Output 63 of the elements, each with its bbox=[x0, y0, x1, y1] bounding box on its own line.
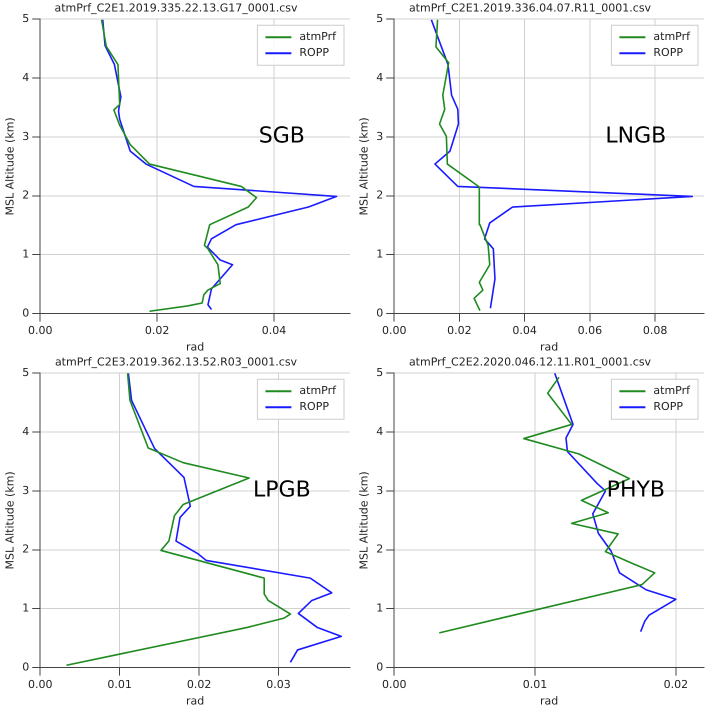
y-tick-label: 3 bbox=[22, 484, 30, 497]
legend-label: atmPrf bbox=[299, 384, 338, 398]
x-tick-label: 0.01 bbox=[107, 678, 132, 692]
legend-label: ROPP bbox=[299, 400, 330, 414]
y-tick-label: 1 bbox=[376, 248, 384, 261]
x-axis-title: rad bbox=[540, 694, 558, 708]
y-tick-label: 2 bbox=[22, 542, 30, 556]
x-axis-title: rad bbox=[186, 340, 204, 354]
legend-label: atmPrf bbox=[299, 30, 338, 44]
x-tick-label: 0.02 bbox=[144, 324, 170, 338]
x-tick-label: 0.02 bbox=[664, 678, 688, 692]
y-axis-title: MSL Altitude (km) bbox=[3, 471, 16, 570]
x-tick-label: 0.03 bbox=[266, 678, 291, 692]
annotation: SGB bbox=[258, 124, 305, 149]
y-axis-title: MSL Altitude (km) bbox=[357, 471, 370, 570]
x-tick-label: 0.00 bbox=[28, 678, 52, 692]
x-axis-title: rad bbox=[540, 340, 558, 354]
y-tick-label: 3 bbox=[376, 130, 384, 143]
y-tick-label: 0 bbox=[376, 306, 384, 320]
y-tick-label: 0 bbox=[22, 660, 30, 674]
x-tick-label: 0.00 bbox=[382, 678, 406, 692]
y-tick-label: 0 bbox=[22, 306, 30, 320]
annotation: LNGB bbox=[605, 124, 666, 149]
x-tick-label: 0.01 bbox=[522, 678, 548, 692]
y-tick-label: 4 bbox=[22, 70, 30, 84]
y-tick-label: 5 bbox=[376, 12, 384, 26]
y-tick-label: 5 bbox=[22, 12, 30, 26]
chart-title: atmPrf_C2E1.2019.336.04.07.R11_0001.csv bbox=[408, 1, 652, 14]
y-tick-label: 2 bbox=[376, 188, 384, 202]
x-tick-label: 0.08 bbox=[642, 324, 668, 338]
y-tick-label: 2 bbox=[376, 542, 384, 556]
legend-label: ROPP bbox=[653, 46, 684, 60]
y-tick-label: 3 bbox=[376, 484, 384, 497]
x-tick-label: 0.04 bbox=[512, 324, 537, 338]
annotation: LPGB bbox=[253, 478, 311, 503]
y-tick-label: 0 bbox=[376, 660, 384, 674]
y-tick-label: 5 bbox=[22, 366, 30, 380]
y-tick-label: 4 bbox=[376, 70, 384, 84]
chart-title: atmPrf_C2E2.2020.046.12.11.R01_0001.csv bbox=[408, 355, 652, 368]
y-axis-title: MSL Altitude (km) bbox=[357, 117, 370, 216]
x-tick-label: 0.06 bbox=[578, 324, 602, 338]
y-tick-label: 3 bbox=[22, 130, 30, 143]
y-tick-label: 4 bbox=[376, 424, 384, 438]
legend-label: atmPrf bbox=[653, 30, 692, 44]
legend-label: ROPP bbox=[299, 46, 330, 60]
x-tick-label: 0.00 bbox=[382, 324, 406, 338]
x-tick-label: 0.00 bbox=[28, 324, 52, 338]
x-tick-label: 0.02 bbox=[447, 324, 472, 338]
y-tick-label: 5 bbox=[376, 366, 384, 380]
y-tick-label: 1 bbox=[22, 602, 30, 615]
x-axis-title: rad bbox=[186, 694, 204, 708]
chart-title: atmPrf_C2E3.2019.362.13.52.R03_0001.csv bbox=[54, 355, 298, 368]
y-tick-label: 1 bbox=[376, 602, 384, 615]
x-tick-label: 0.04 bbox=[262, 324, 286, 338]
y-tick-label: 1 bbox=[22, 248, 30, 261]
y-tick-label: 2 bbox=[22, 188, 30, 202]
chart-title: atmPrf_C2E1.2019.335.22.13.G17_0001.csv bbox=[54, 1, 298, 14]
x-tick-label: 0.02 bbox=[186, 678, 212, 692]
legend-label: ROPP bbox=[653, 400, 684, 414]
y-axis-title: MSL Altitude (km) bbox=[3, 117, 16, 216]
annotation: PHYB bbox=[606, 478, 666, 503]
legend-label: atmPrf bbox=[653, 384, 692, 398]
y-tick-label: 4 bbox=[22, 424, 30, 438]
